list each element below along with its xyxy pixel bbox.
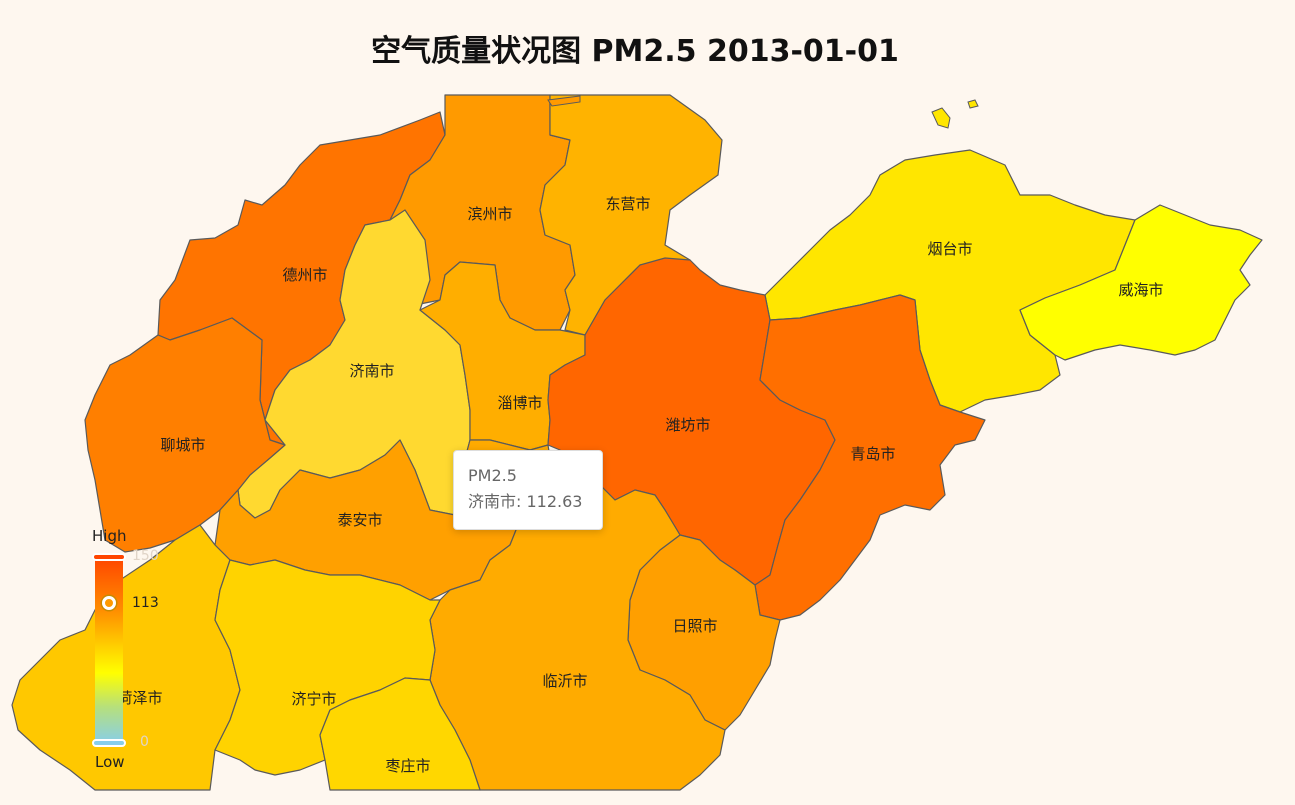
city-label-weifang: 潍坊市: [665, 416, 710, 434]
city-label-weihai: 威海市: [1118, 281, 1163, 299]
city-label-dongying: 东营市: [605, 195, 650, 213]
region-heze[interactable]: [11, 524, 241, 791]
city-label-jinan: 济南市: [349, 362, 394, 380]
island-shape: [547, 95, 581, 107]
region-qingdao[interactable]: [754, 294, 986, 621]
city-label-dezhou: 德州市: [282, 266, 327, 284]
legend-min-value: 0: [140, 734, 149, 750]
map-tooltip: PM2.5 济南市: 112.63: [453, 450, 603, 530]
legend-max-value: 150: [132, 548, 159, 564]
city-label-qingdao: 青岛市: [850, 445, 895, 463]
city-label-liaocheng: 聊城市: [160, 436, 205, 454]
city-label-jining: 济宁市: [291, 690, 336, 708]
city-label-zaozhuang: 枣庄市: [385, 757, 430, 775]
visual-map-min-handle[interactable]: [92, 739, 126, 747]
visual-map-indicator: [102, 596, 116, 610]
city-label-linyi: 临沂市: [542, 672, 587, 690]
region-zaozhuang[interactable]: [319, 677, 481, 791]
legend-high-label: High: [92, 527, 127, 545]
city-label-rizhao: 日照市: [672, 617, 717, 635]
city-label-heze: 菏泽市: [117, 689, 162, 707]
island-shape: [931, 107, 951, 129]
region-weihai[interactable]: [1019, 204, 1263, 361]
visual-map-gradient-bar[interactable]: [95, 557, 123, 744]
tooltip-series: PM2.5: [468, 466, 517, 485]
visual-map-max-handle[interactable]: [92, 553, 126, 561]
city-label-taian: 泰安市: [337, 511, 382, 529]
legend-low-label: Low: [95, 753, 125, 771]
city-label-binzhou: 滨州市: [467, 205, 512, 223]
chart-title: 空气质量状况图 PM2.5 2013-01-01: [371, 34, 899, 69]
legend-current-value: 113: [132, 595, 159, 611]
tooltip-value: 济南市: 112.63: [468, 492, 583, 511]
city-label-zibo: 淄博市: [497, 394, 542, 412]
island-shape: [967, 99, 979, 109]
city-label-yantai: 烟台市: [927, 240, 972, 258]
